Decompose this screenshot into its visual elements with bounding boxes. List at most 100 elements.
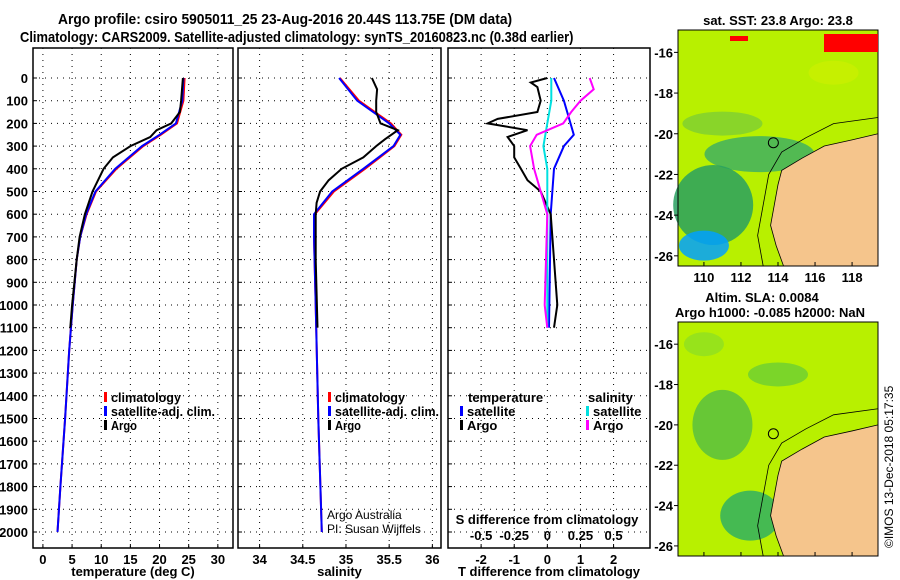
y-tick-label: 1400 <box>0 389 28 404</box>
y-tick-label: 100 <box>6 94 28 109</box>
legend-swatch <box>104 392 107 402</box>
bathymetry-contour <box>757 117 879 267</box>
x-axis-label: T difference from climatology <box>458 564 641 579</box>
map-x-tick-label: 112 <box>730 270 751 285</box>
legend-swatch <box>104 420 107 430</box>
x-tick-label: 34 <box>252 552 267 567</box>
x-tick-label: 2 <box>610 552 617 567</box>
y-tick-label: 1800 <box>0 480 28 495</box>
legend-swatch <box>328 406 331 416</box>
credit-line1: Argo Australia <box>327 508 402 522</box>
y-tick-label: 0 <box>21 71 28 86</box>
series-line-temperature-argo <box>484 77 559 328</box>
map-field-patch <box>678 230 729 261</box>
x-tick-label: -1 <box>508 552 520 567</box>
y-tick-label: 1300 <box>0 366 28 381</box>
profile-panel-3: -2 -1 0 1 2T difference from climatology <box>447 47 651 579</box>
map-x-tick-label: 110 <box>693 270 714 285</box>
panel-frame <box>32 47 234 549</box>
argo-position-marker <box>767 137 779 149</box>
map-field-patch <box>683 332 724 357</box>
x-axis-label: temperature (deg C) <box>71 564 195 579</box>
y-tick-label: 500 <box>6 185 28 200</box>
map-y-tick-label: -24 <box>654 208 674 223</box>
x-tick-label: 0 <box>544 552 551 567</box>
map-panel-1: 110 112 114 116 118 -16 -18 -20 -22 -24 -26 <box>654 29 879 285</box>
x2-tick-label: 0.25 <box>568 528 593 543</box>
legend-label: Argo <box>111 418 137 433</box>
x-tick-label: 25 <box>181 552 195 567</box>
y-tick-label: 800 <box>6 253 28 268</box>
x2-tick-label: -0.5 <box>470 528 492 543</box>
credit-line2: PI: Susan Wijffels <box>327 522 421 536</box>
x-tick-label: 35.5 <box>377 552 402 567</box>
map-field-patch <box>720 490 781 541</box>
title-line1: Argo profile: csiro 5905011_25 23-Aug-20… <box>58 11 513 28</box>
x-tick-label: 0 <box>39 552 46 567</box>
legend-swatch <box>104 406 107 416</box>
y-tick-label: 1900 <box>0 502 28 517</box>
series-line-argo <box>69 77 184 328</box>
x-tick-label: 1 <box>577 552 584 567</box>
x2-tick-label: 0 <box>544 528 551 543</box>
map-field-patch <box>808 60 859 85</box>
x-tick-label: 34.5 <box>290 552 315 567</box>
y-tick-label: 1600 <box>0 434 28 449</box>
profile-panel-1: 0100200300400500600700800900100011001200… <box>0 47 234 579</box>
series-line-temperature-satellite <box>548 77 575 328</box>
sst-hot-patch <box>730 36 748 41</box>
bathymetry-contour <box>757 408 879 557</box>
series-line-satellite-adj-clim- <box>313 77 402 533</box>
y-tick-label: 1200 <box>0 343 28 358</box>
x2-axis-label: S difference from climatology <box>456 512 640 527</box>
legend-label: Argo <box>467 418 497 433</box>
y-tick-label: 700 <box>6 230 28 245</box>
y-tick-label: 1500 <box>0 412 28 427</box>
y-tick-label: 200 <box>6 116 28 131</box>
map-y-tick-label: -18 <box>654 378 673 393</box>
map-field-patch <box>682 111 763 136</box>
map-y-tick-label: -26 <box>654 539 673 554</box>
map-y-tick-label: -20 <box>654 127 673 142</box>
map2-title-line1: Altim. SLA: 0.0084 <box>705 290 819 305</box>
x-tick-label: -2 <box>475 552 487 567</box>
title-line2: Climatology: CARS2009. Satellite-adjuste… <box>20 29 574 46</box>
x-tick-label: 30 <box>211 552 225 567</box>
y-tick-label: 1000 <box>0 298 28 313</box>
legend-swatch <box>328 392 331 402</box>
map1-title: sat. SST: 23.8 Argo: 23.8 <box>703 13 853 28</box>
map-y-tick-label: -26 <box>654 249 673 264</box>
profile-panel-2: 34 34.5 35 35.5 36 salinity climatologysatelli… <box>237 47 442 579</box>
map-y-tick-label: -16 <box>654 45 673 60</box>
legend-label: satellite-adj. clim. <box>111 404 215 419</box>
map-y-tick-label: -22 <box>654 167 673 182</box>
argo-position-marker <box>767 428 779 440</box>
legend-label: satellite <box>467 404 515 419</box>
x-axis-label: salinity <box>317 564 363 579</box>
map-field-patch <box>704 136 815 173</box>
y-tick-label: 300 <box>6 139 28 154</box>
legend-label: Argo <box>335 418 361 433</box>
panel-frame <box>447 47 651 549</box>
y-tick-label: 2000 <box>0 525 28 540</box>
legend-swatch <box>460 406 463 416</box>
x2-tick-label: 0.5 <box>605 528 623 543</box>
map-y-tick-label: -16 <box>654 337 673 352</box>
y-tick-label: 600 <box>6 207 28 222</box>
map2-title-line2: Argo h1000: -0.085 h2000: NaN <box>675 305 865 320</box>
map-panel-2: -16 -18 -20 -22 -24 -26 <box>654 321 879 557</box>
legend-label: satellite-adj. clim. <box>335 404 439 419</box>
legend-swatch <box>460 420 463 430</box>
map-x-tick-label: 116 <box>805 270 826 285</box>
map-field-patch <box>748 362 808 387</box>
legend-title-temperature: temperature <box>468 390 543 405</box>
x-tick-label: 36 <box>425 552 439 567</box>
x2-tick-label: -0.25 <box>499 528 529 543</box>
sst-hot-patch <box>824 34 878 52</box>
x-tick-label: 10 <box>94 552 108 567</box>
legend-title-salinity: salinity <box>588 390 634 405</box>
legend-swatch <box>586 420 589 430</box>
series-line-argo <box>314 77 400 328</box>
